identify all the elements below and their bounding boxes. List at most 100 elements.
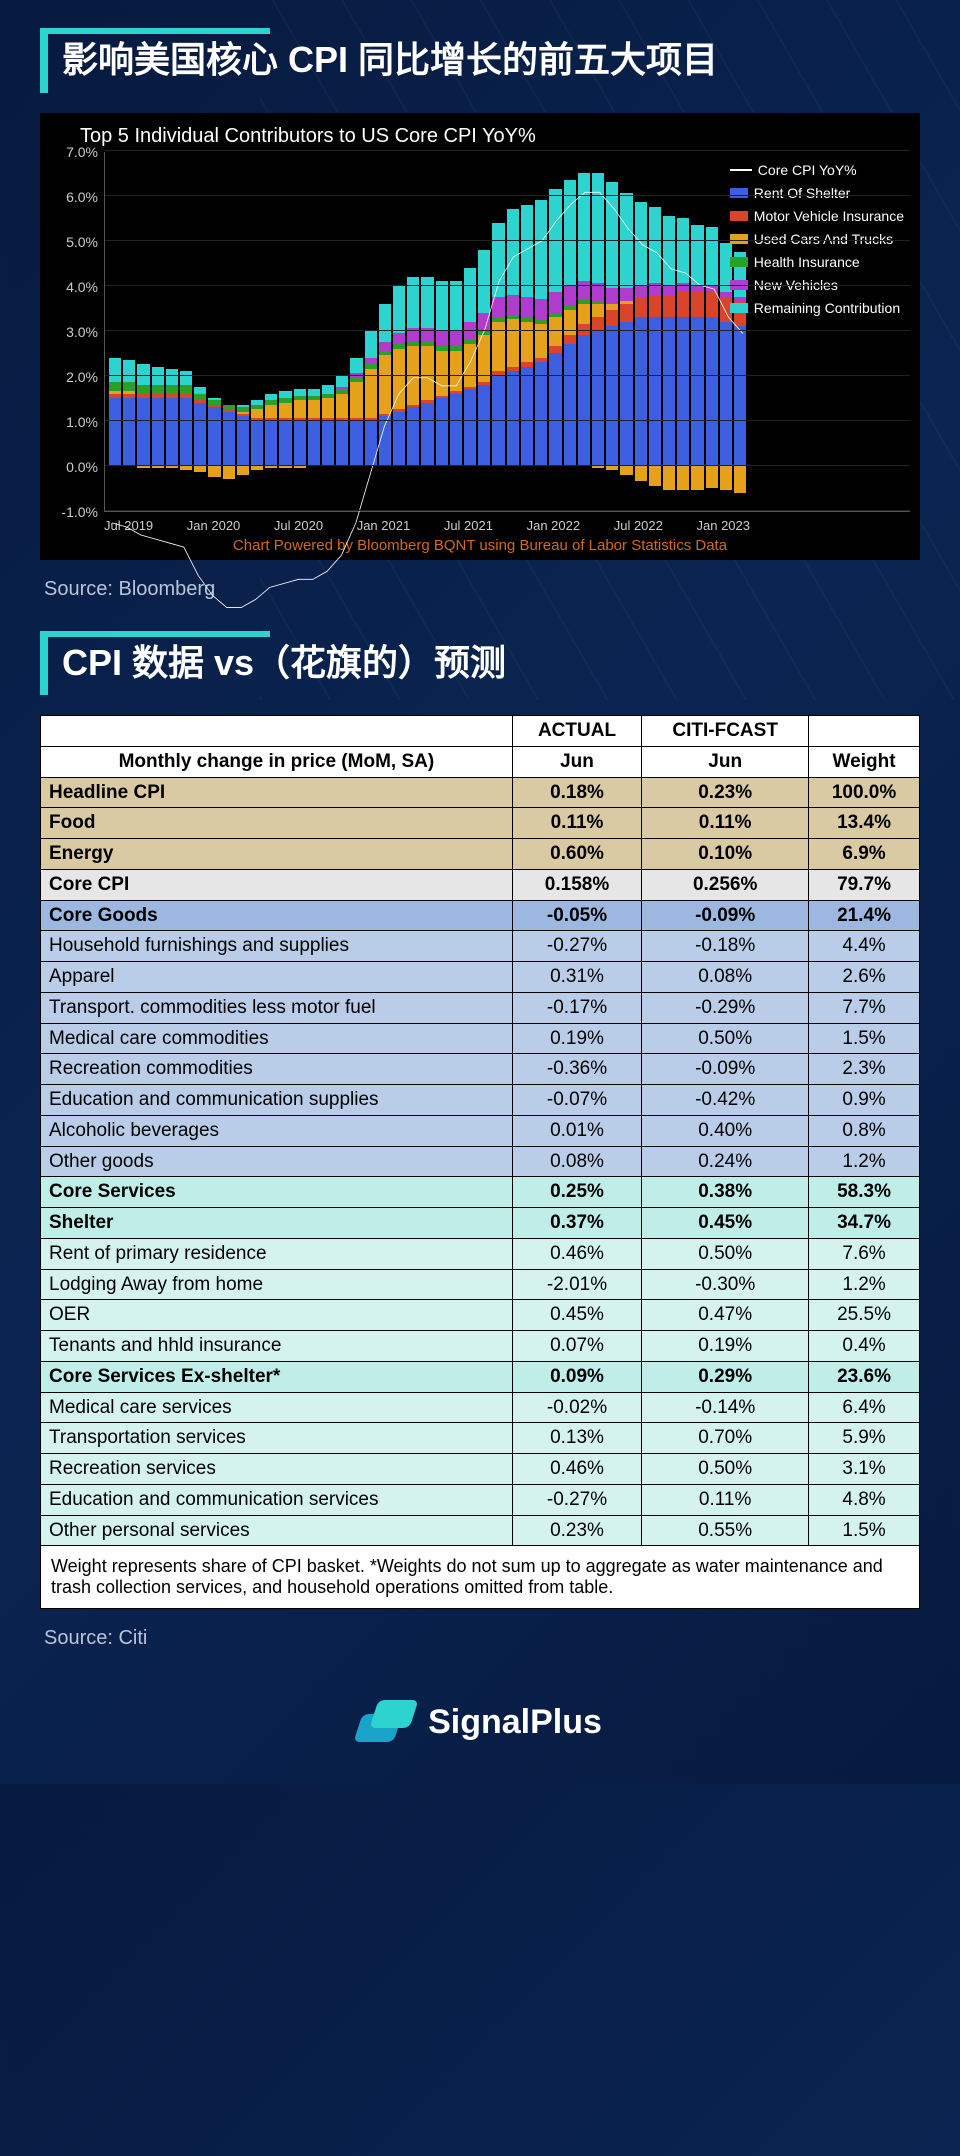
ytick-label: 3.0% [66, 324, 98, 340]
ytick-label: 0.0% [66, 459, 98, 475]
row-weight: 7.7% [809, 992, 920, 1023]
row-label: Core Services Ex-shelter* [41, 1361, 513, 1392]
row-label: Transport. commodities less motor fuel [41, 992, 513, 1023]
xtick-label: Jul 2021 [444, 518, 493, 533]
ytick-label: 7.0% [66, 144, 98, 160]
bar-column [237, 405, 249, 466]
chart-xaxis: Jul 2019Jan 2020Jul 2020Jan 2021Jul 2021… [104, 512, 750, 533]
row-fcast: 0.19% [642, 1331, 809, 1362]
row-weight: 2.3% [809, 1054, 920, 1085]
row-weight: 0.8% [809, 1115, 920, 1146]
bar-column [407, 277, 419, 466]
table-row: Core Goods-0.05%-0.09%21.4% [41, 900, 920, 931]
col-label: Monthly change in price (MoM, SA) [41, 746, 513, 777]
row-fcast: 0.45% [642, 1208, 809, 1239]
row-label: OER [41, 1300, 513, 1331]
row-fcast: 0.11% [642, 1484, 809, 1515]
section2-source: Source: Citi [44, 1627, 920, 1650]
table-row: Headline CPI0.18%0.23%100.0% [41, 777, 920, 808]
bar-column [635, 202, 647, 465]
row-label: Other goods [41, 1146, 513, 1177]
row-fcast: 0.47% [642, 1300, 809, 1331]
row-actual: 0.07% [512, 1331, 641, 1362]
chart-footer: Chart Powered by Bloomberg BQNT using Bu… [50, 537, 910, 554]
table-header-row-2: Monthly change in price (MoM, SA) Jun Ju… [41, 746, 920, 777]
ytick-label: 5.0% [66, 234, 98, 250]
row-weight: 5.9% [809, 1423, 920, 1454]
table-row: Core Services Ex-shelter*0.09%0.29%23.6% [41, 1361, 920, 1392]
bar-column [592, 173, 604, 466]
row-label: Food [41, 808, 513, 839]
row-fcast: 0.23% [642, 777, 809, 808]
row-actual: -0.05% [512, 900, 641, 931]
row-weight: 23.6% [809, 1361, 920, 1392]
legend-item: Remaining Contribution [730, 298, 904, 319]
legend-item: Motor Vehicle Insurance [730, 206, 904, 227]
table-row: Energy0.60%0.10%6.9% [41, 839, 920, 870]
chart-plot: -1.0%0.0%1.0%2.0%3.0%4.0%5.0%6.0%7.0% Co… [50, 152, 910, 512]
row-actual: 0.18% [512, 777, 641, 808]
row-weight: 2.6% [809, 962, 920, 993]
table-row: Lodging Away from home-2.01%-0.30%1.2% [41, 1269, 920, 1300]
row-fcast: -0.42% [642, 1085, 809, 1116]
table-row: Recreation commodities-0.36%-0.09%2.3% [41, 1054, 920, 1085]
row-fcast: -0.29% [642, 992, 809, 1023]
col-weight: Weight [809, 746, 920, 777]
row-fcast: -0.09% [642, 900, 809, 931]
row-label: Tenants and hhld insurance [41, 1331, 513, 1362]
legend-swatch [730, 303, 748, 313]
brand-footer: SignalPlus [40, 1700, 920, 1744]
xtick-label: Jan 2021 [357, 518, 411, 533]
bar-column [365, 331, 377, 466]
row-label: Rent of primary residence [41, 1238, 513, 1269]
ytick-label: -1.0% [61, 504, 98, 520]
section1-source: Source: Bloomberg [44, 578, 920, 601]
row-actual: -0.17% [512, 992, 641, 1023]
row-weight: 6.4% [809, 1392, 920, 1423]
brand-name: SignalPlus [428, 1703, 602, 1742]
bar-column [208, 398, 220, 466]
row-weight: 6.9% [809, 839, 920, 870]
chart-plot-area: Core CPI YoY%Rent Of ShelterMotor Vehicl… [104, 152, 910, 512]
bar-column [663, 216, 675, 466]
cpi-contributors-chart: Top 5 Individual Contributors to US Core… [40, 113, 920, 560]
bar-column [507, 209, 519, 466]
xtick-label: Jul 2020 [274, 518, 323, 533]
row-weight: 1.2% [809, 1269, 920, 1300]
table-row: Rent of primary residence0.46%0.50%7.6% [41, 1238, 920, 1269]
row-label: Education and communication services [41, 1484, 513, 1515]
row-fcast: 0.256% [642, 869, 809, 900]
bar-column [279, 391, 291, 465]
row-fcast: 0.38% [642, 1177, 809, 1208]
legend-swatch [730, 257, 748, 267]
table-row: Medical care services-0.02%-0.14%6.4% [41, 1392, 920, 1423]
table-row: Household furnishings and supplies-0.27%… [41, 931, 920, 962]
row-label: Core Services [41, 1177, 513, 1208]
bar-column [606, 182, 618, 466]
bar-column [677, 218, 689, 466]
table-row: Other personal services0.23%0.55%1.5% [41, 1515, 920, 1546]
bar-column [706, 227, 718, 466]
table-row: Education and communication services-0.2… [41, 1484, 920, 1515]
legend-swatch [730, 169, 752, 171]
row-fcast: 0.24% [642, 1146, 809, 1177]
row-weight: 58.3% [809, 1177, 920, 1208]
bar-column [549, 189, 561, 466]
row-actual: 0.46% [512, 1238, 641, 1269]
row-label: Energy [41, 839, 513, 870]
bar-column [336, 376, 348, 466]
section2-title: CPI 数据 vs（花旗的）预测 [40, 631, 920, 696]
row-fcast: -0.18% [642, 931, 809, 962]
legend-swatch [730, 211, 748, 221]
row-actual: 0.25% [512, 1177, 641, 1208]
table-row: Transport. commodities less motor fuel-0… [41, 992, 920, 1023]
row-actual: 0.11% [512, 808, 641, 839]
xtick-label: Jan 2022 [527, 518, 581, 533]
row-weight: 4.4% [809, 931, 920, 962]
table-row: Apparel0.31%0.08%2.6% [41, 962, 920, 993]
row-fcast: 0.70% [642, 1423, 809, 1454]
row-actual: -0.27% [512, 1484, 641, 1515]
table-header-row-1: ACTUAL CITI-FCAST [41, 716, 920, 747]
row-weight: 4.8% [809, 1484, 920, 1515]
bar-column [166, 369, 178, 466]
